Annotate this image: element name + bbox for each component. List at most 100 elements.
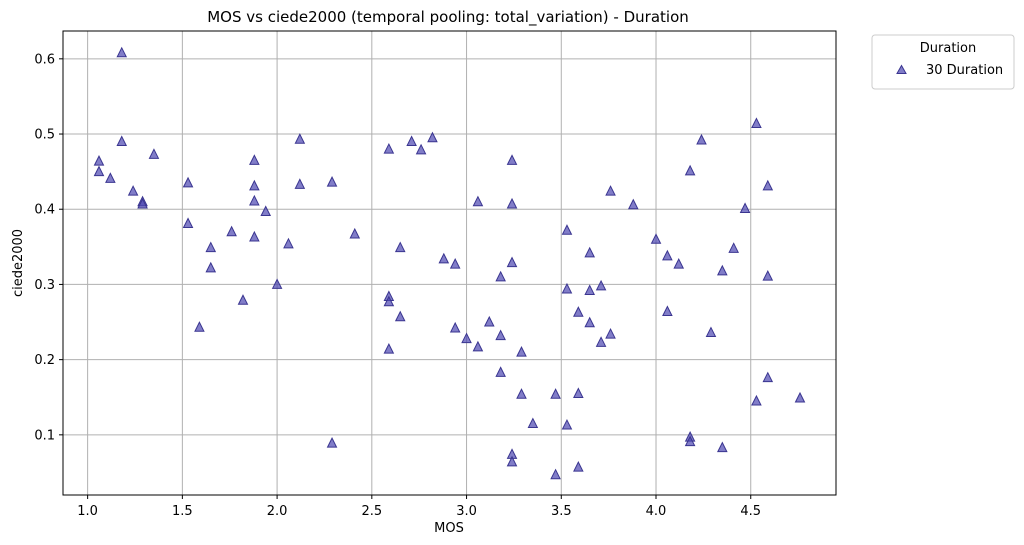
data-point-triangle [449,321,461,333]
data-point-triangle [271,278,283,289]
data-point-triangle [495,366,506,377]
data-point-triangle [461,332,472,344]
data-point-triangle [550,468,561,480]
data-point-triangle [595,279,607,291]
x-axis-label: MOS [434,521,464,536]
data-point-triangle [506,256,518,268]
data-point-triangle [762,270,774,281]
data-point-triangle [93,165,105,177]
data-point-triangle [182,217,194,229]
x-tick-label: 1.0 [77,504,98,519]
data-point-triangle [349,227,361,239]
data-point-triangle [438,252,450,264]
data-point-triangle [406,135,417,147]
data-point-triangle [573,306,584,317]
data-point-triangle [696,133,707,145]
data-point-triangle [584,246,596,258]
y-tick-label: 0.2 [34,353,55,368]
data-point-triangle [294,133,306,144]
data-point-triangle [326,436,338,448]
data-point-triangle [605,327,616,339]
data-point-triangle [751,394,762,406]
legend-box [871,34,1015,90]
data-point-triangle [717,441,728,453]
data-point-triangle [249,194,260,206]
data-point-triangle [595,336,607,347]
data-point-triangle [105,172,116,183]
data-point-triangle [516,345,527,357]
data-point-triangle [137,197,148,209]
data-point-triangle [394,241,406,253]
data-point-triangle [472,195,484,207]
data-point-triangle [561,418,573,430]
plot-frame [62,30,837,496]
data-point-triangle [573,387,584,398]
y-tick-label: 0.4 [34,203,55,218]
y-tick-label: 0.3 [34,278,55,293]
data-point-triangle [495,329,506,341]
y-tick-label: 0.5 [34,128,55,143]
data-point-triangle [662,249,673,261]
y-tick-label: 0.1 [34,428,55,443]
data-point-triangle [415,143,427,155]
data-point-triangle [93,154,105,166]
data-point-triangle [550,388,561,399]
data-point-triangle [794,391,806,403]
x-axis-ticks: 1.0 1.5 2.0 2.5 3.0 3.5 4.0 4.5 [77,495,761,519]
data-point-triangle [684,164,696,176]
grid-lines [63,31,836,495]
data-point-triangle [148,148,160,159]
data-point-triangle [283,237,294,249]
y-axis-ticks: 0.1 0.2 0.3 0.4 0.5 0.6 [34,52,63,443]
y-tick-label: 0.6 [34,52,55,67]
data-point-triangle [527,417,539,429]
data-point-triangle [194,321,205,332]
x-tick-label: 4.0 [646,504,667,519]
data-point-triangle [249,179,260,191]
data-point-triangle [226,225,237,237]
data-point-triangle [684,435,696,447]
data-point-triangle [506,197,518,209]
x-tick-label: 3.5 [551,504,572,519]
data-point-triangle [249,230,260,242]
data-point-triangle [561,282,573,294]
data-point-triangle [584,316,596,328]
data-point-triangle [205,241,217,253]
data-point-triangle [383,142,395,154]
data-point-triangle [394,310,406,322]
data-point-triangle [127,185,139,196]
x-tick-label: 4.5 [740,504,761,519]
data-point-triangle [751,117,762,128]
data-point-triangle [249,154,260,165]
data-point-triangle [260,205,272,216]
legend-entry-label: 30 Duration [926,63,1003,78]
data-point-triangle [427,131,438,143]
data-point-triangle [650,233,662,244]
data-point-triangle [182,176,194,188]
data-point-triangle [728,242,740,253]
y-axis-label: ciede2000 [11,229,26,297]
data-points [93,46,806,480]
data-point-triangle [561,224,573,235]
data-point-triangle [705,326,717,338]
data-point-triangle [116,135,128,147]
legend-marker-triangle-icon [896,64,907,74]
data-point-triangle [449,258,461,269]
x-tick-label: 1.5 [172,504,193,519]
x-tick-label: 2.5 [361,504,382,519]
data-point-triangle [506,154,518,165]
data-point-triangle [762,371,774,383]
data-point-triangle [516,388,527,399]
data-point-triangle [673,258,685,269]
data-point-triangle [383,342,395,354]
data-point-triangle [483,315,495,327]
data-point-triangle [205,261,217,273]
x-tick-label: 3.0 [456,504,477,519]
data-point-triangle [662,305,673,317]
data-point-triangle [326,176,338,187]
data-point-triangle [739,202,751,213]
data-point-triangle [762,179,774,191]
data-point-triangle [584,284,596,295]
data-point-triangle [383,295,395,307]
